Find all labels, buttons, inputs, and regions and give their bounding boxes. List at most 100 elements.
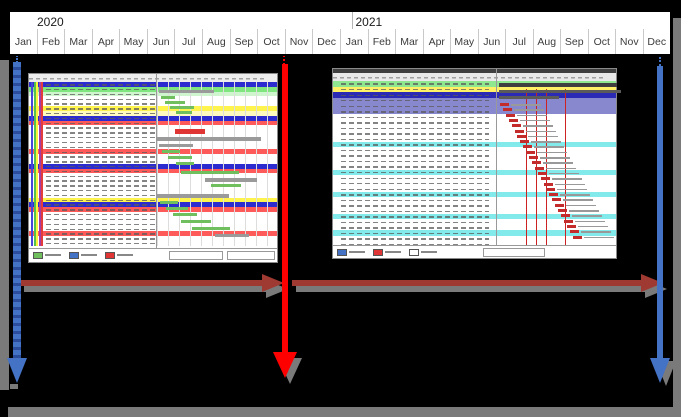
gantt-row [29,163,277,169]
left-vertical-arrow-shaft [13,62,21,358]
gantt-row [29,192,277,198]
task-bar [499,83,617,87]
left-marker-dotted-connector [16,55,18,63]
task-bar [170,106,194,109]
arrow-down-icon [650,358,670,383]
gantt-row [29,154,277,159]
gantt-row [333,163,616,170]
task-bar [160,201,178,204]
gantt-row [29,168,277,174]
task-bar [552,198,562,202]
task-label-smudge [545,167,576,170]
chart-header-band [29,74,277,82]
gantt-row [29,207,277,212]
task-label-smudge [537,151,568,154]
side-stripe [36,82,38,246]
task-bar [520,140,530,144]
chart-legend [333,245,616,258]
legend-swatch [69,252,79,259]
task-bar [549,193,559,197]
gantt-row [29,231,277,236]
red-vertical-arrow-shaft [282,64,288,352]
month-cell-2021-mar: Mar [395,29,423,54]
year-label-2021: 2021 [351,12,671,29]
gantt-row [333,114,616,120]
schedule-screenshot-2021 [332,68,621,259]
gantt-row [333,92,616,98]
month-cell-2021-apr: Apr [422,29,451,54]
task-bar [192,227,230,230]
gantt-row [333,86,616,93]
task-bar [211,184,241,187]
task-bar [514,129,524,133]
task-bar [546,187,556,191]
legend-box [483,248,545,257]
left-arrow-tip-shadow [10,384,18,389]
middle-marker-dotted-connector [283,55,285,65]
horizontal-span-arrow-right [292,274,663,292]
gantt-row [333,186,616,192]
task-bar [529,156,538,159]
task-bar [534,166,544,170]
gantt-row [29,226,277,232]
task-bar [168,156,192,159]
side-stripe [38,82,41,246]
legend-swatch [33,252,43,259]
task-label-smudge [540,157,570,159]
month-cell-2020-dec: Dec [312,29,340,54]
arrow-down-icon [7,358,27,383]
task-label-smudge [583,236,614,238]
task-bar [566,224,576,228]
legend-swatch [373,249,383,256]
gantt-row [29,236,277,241]
gantt-deadline-vline [526,89,527,247]
chart-header-band [333,69,616,73]
gantt-row [333,97,616,104]
month-cell-2020-jan: Jan [14,35,32,48]
month-cell-2021-sep: Sep [560,29,588,54]
task-bar [157,194,229,198]
months-2020: Jan Feb Mar Apr May Jun Jul Aug Sep Oct Nov Dec [10,29,340,54]
gantt-row [29,134,277,140]
gantt-row [29,197,277,203]
gantt-row [29,106,277,111]
gantt-row [29,149,277,155]
task-bar [517,134,527,138]
task-label-smudge [522,125,553,127]
task-label-smudge [560,194,591,196]
legend-swatch [409,249,419,256]
gantt-row [29,86,277,92]
year-row: 2020 2021 [10,12,670,29]
legend-box [227,251,275,260]
month-cell-2020-feb: Feb [36,29,65,54]
gantt-row [29,96,277,102]
gantt-row [29,240,277,246]
right-marker-dotted-connector [659,57,661,66]
legend-swatch [105,252,115,259]
gantt-row [333,130,616,137]
task-bar [499,96,559,99]
chart-legend [29,248,277,262]
gantt-row [333,224,616,231]
task-bar [176,162,194,165]
gantt-row [333,180,616,187]
gantt-row [29,202,277,208]
month-cell-2021-jun: Jun [477,29,506,54]
task-label-smudge [551,178,582,180]
gantt-row [333,108,616,115]
task-label-smudge [534,146,565,148]
task-label-smudge [577,225,608,228]
task-label-smudge [574,220,605,223]
chart-rows [29,82,277,246]
task-bar [181,220,211,223]
task-bar [555,203,565,207]
side-stripe [31,82,33,246]
month-cell-2021-nov: Nov [615,29,643,54]
task-label-smudge [528,135,559,138]
task-label-smudge [525,130,556,132]
task-label-smudge [542,162,573,164]
year-label-2020: 2020 [37,15,64,29]
gantt-row [29,178,277,184]
gantt-row [333,235,616,242]
gantt-row [29,183,277,188]
